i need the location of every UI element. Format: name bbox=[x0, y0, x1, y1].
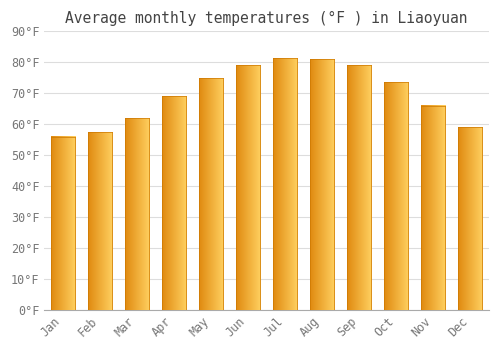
Title: Average monthly temperatures (°F ) in Liaoyuan: Average monthly temperatures (°F ) in Li… bbox=[66, 11, 468, 26]
